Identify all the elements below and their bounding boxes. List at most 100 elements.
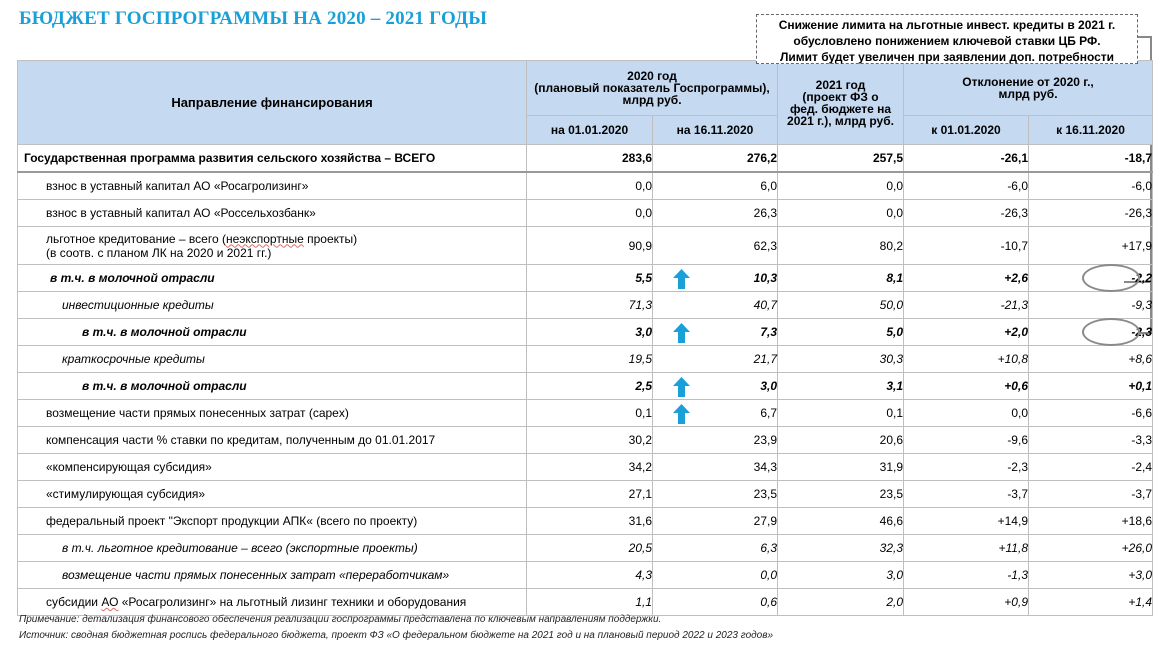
row-label: льготное кредитование – всего (неэкспорт… <box>17 226 527 265</box>
cell-2021: 80,2 <box>777 226 904 265</box>
row-label: в т.ч. льготное кредитование – всего (эк… <box>17 534 527 562</box>
cell-2020-nov: 23,5 <box>652 480 778 508</box>
cell-dev-jan: +0,9 <box>903 588 1029 616</box>
cell-2021: 20,6 <box>777 426 904 454</box>
row-label: в т.ч. в молочной отрасли <box>17 318 527 346</box>
table-row: субсидии АО «Росагролизинг» на льготный … <box>17 588 1154 616</box>
header-2020-line1: 2020 год <box>627 69 677 83</box>
callout-note: Снижение лимита на льготные инвест. кред… <box>756 14 1138 64</box>
subheader-2020-nov: на 16.11.2020 <box>652 115 778 145</box>
cell-2020-jan: 30,2 <box>526 426 653 454</box>
cell-2021: 30,3 <box>777 345 904 373</box>
row-label: взнос в уставный капитал АО «Россельхозб… <box>17 199 527 227</box>
cell-dev-jan: +10,8 <box>903 345 1029 373</box>
cell-2020-nov: 0,6 <box>652 588 778 616</box>
cell-2020-nov: 62,3 <box>652 226 778 265</box>
cell-dev-nov: -9,3 <box>1027 291 1154 319</box>
cell-2020-jan: 27,1 <box>526 480 653 508</box>
cell-2021: 5,0 <box>777 318 904 346</box>
cell-2020-jan: 0,0 <box>526 171 653 200</box>
row-label: возмещение части прямых понесенных затра… <box>17 399 527 427</box>
header-2020-line3: млрд руб. <box>622 93 682 107</box>
cell-dev-nov: +3,0 <box>1027 561 1154 589</box>
cell-dev-jan: -6,0 <box>903 171 1029 200</box>
cell-2020-nov: 34,3 <box>652 453 778 481</box>
cell-2020-jan: 283,6 <box>526 144 653 173</box>
table-row: «компенсирующая субсидия» 34,2 34,3 31,9… <box>17 453 1154 481</box>
footnote-source: Источник: сводная бюджетная роспись феде… <box>19 630 774 641</box>
header-2020-line2: (плановый показатель Госпрограммы), <box>534 81 770 95</box>
up-arrow-icon <box>673 323 690 343</box>
highlight-ellipse <box>1082 264 1141 292</box>
row-label-underlined: неэкспортные <box>225 231 304 246</box>
table-row: взнос в уставный капитал АО «Росагролизи… <box>17 171 1154 200</box>
cell-2020-nov: 26,3 <box>652 199 778 227</box>
table-row: инвестиционные кредиты 71,3 40,7 50,0 -2… <box>17 291 1154 319</box>
cell-2020-nov: 6,7 <box>652 399 778 427</box>
cell-dev-jan: +2,6 <box>903 264 1029 292</box>
cell-2021: 3,0 <box>777 561 904 589</box>
row-label: субсидии АО «Росагролизинг» на льготный … <box>17 588 527 616</box>
cell-dev-jan: -10,7 <box>903 226 1029 265</box>
cell-2021: 50,0 <box>777 291 904 319</box>
cell-2021: 3,1 <box>777 372 904 400</box>
cell-2020-jan: 31,6 <box>526 507 653 535</box>
cell-2020-nov: 3,0 <box>652 372 778 400</box>
cell-dev-nov: +17,9 <box>1027 226 1154 265</box>
cell-dev-nov: -2,4 <box>1027 453 1154 481</box>
row-label: инвестиционные кредиты <box>17 291 527 319</box>
cell-2021: 0,1 <box>777 399 904 427</box>
subheader-2020-jan: на 01.01.2020 <box>526 115 653 145</box>
cell-dev-nov: -6,0 <box>1027 171 1154 200</box>
row-label-line1: льготное кредитование – всего (неэкспорт… <box>46 232 526 246</box>
table-row: Государственная программа развития сельс… <box>17 144 1154 173</box>
row-label: в т.ч. в молочной отрасли <box>17 264 527 292</box>
cell-2020-nov: 27,9 <box>652 507 778 535</box>
up-arrow-icon <box>673 377 690 397</box>
cell-2020-jan: 71,3 <box>526 291 653 319</box>
table-row: взнос в уставный капитал АО «Россельхозб… <box>17 199 1154 227</box>
header-2020: 2020 год (плановый показатель Госпрограм… <box>526 60 778 116</box>
row-label: компенсация части % ставки по кредитам, … <box>17 426 527 454</box>
cell-2020-nov: 0,0 <box>652 561 778 589</box>
header-2021-line4: 2021 г.), млрд руб. <box>787 113 894 128</box>
cell-2020-jan: 19,5 <box>526 345 653 373</box>
cell-2021: 31,9 <box>777 453 904 481</box>
cell-dev-nov: +18,6 <box>1027 507 1154 535</box>
row-label-part: «Росагролизинг» на льготный лизинг техни… <box>118 595 467 609</box>
cell-2021: 32,3 <box>777 534 904 562</box>
cell-value: 10,3 <box>753 271 777 285</box>
header-deviation-line2: млрд руб. <box>998 87 1058 101</box>
cell-2020-nov: 276,2 <box>652 144 778 173</box>
cell-2020-nov: 40,7 <box>652 291 778 319</box>
cell-dev-nov: -18,7 <box>1027 144 1154 173</box>
cell-2021: 0,0 <box>777 199 904 227</box>
cell-dev-jan: +11,8 <box>903 534 1029 562</box>
page-title: БЮДЖЕТ ГОСПРОГРАММЫ НА 2020 – 2021 ГОДЫ <box>19 8 488 29</box>
cell-2021: 8,1 <box>777 264 904 292</box>
cell-2020-jan: 0,1 <box>526 399 653 427</box>
cell-2020-nov: 6,3 <box>652 534 778 562</box>
header-direction: Направление финансирования <box>17 60 527 145</box>
table-row: возмещение части прямых понесенных затра… <box>17 561 1154 589</box>
cell-dev-nov: -3,7 <box>1027 480 1154 508</box>
up-arrow-icon <box>673 269 690 289</box>
cell-2020-jan: 90,9 <box>526 226 653 265</box>
row-label-part: субсидии <box>46 595 102 609</box>
row-label: в т.ч. в молочной отрасли <box>17 372 527 400</box>
cell-2021: 46,6 <box>777 507 904 535</box>
cell-2020-nov: 7,3 <box>652 318 778 346</box>
row-label: возмещение части прямых понесенных затра… <box>17 561 527 589</box>
table-row: «стимулирующая субсидия» 27,1 23,5 23,5 … <box>17 480 1154 508</box>
callout-line-1: Снижение лимита на льготные инвест. кред… <box>778 18 1116 32</box>
cell-dev-nov: -2,3 <box>1027 318 1154 346</box>
row-label-part: проекты) <box>303 231 358 246</box>
up-arrow-icon <box>673 404 690 424</box>
row-label-underlined: АО <box>101 595 119 609</box>
cell-2020-jan: 3,0 <box>526 318 653 346</box>
cell-2021: 257,5 <box>777 144 904 173</box>
table-row: льготное кредитование – всего (неэкспорт… <box>17 226 1154 265</box>
cell-2020-nov: 21,7 <box>652 345 778 373</box>
cell-dev-nov: +8,6 <box>1027 345 1154 373</box>
cell-dev-jan: 0,0 <box>903 399 1029 427</box>
